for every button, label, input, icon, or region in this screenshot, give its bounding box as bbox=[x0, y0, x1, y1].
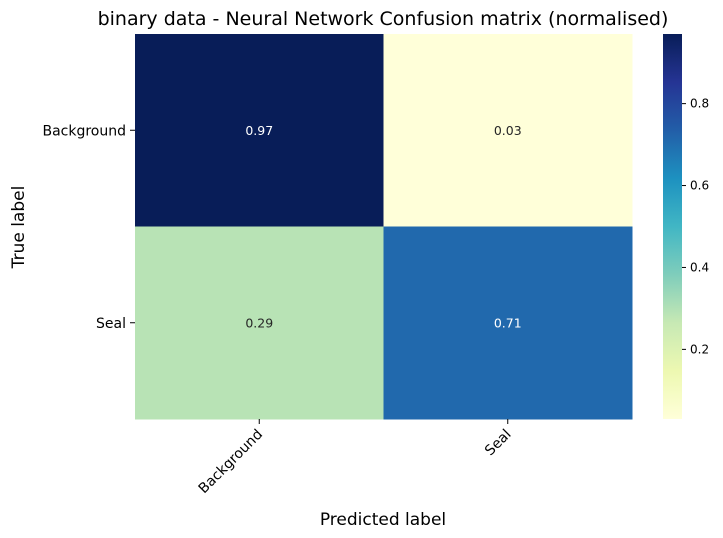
heatmap-cell-label: 0.71 bbox=[494, 315, 522, 330]
y-tick-label: Background bbox=[42, 123, 126, 139]
heatmap-cell bbox=[135, 34, 384, 227]
heatmap-cell bbox=[135, 226, 384, 420]
colorbar-tick-label: 0.2 bbox=[690, 342, 709, 356]
y-axis-ticks: Background Seal bbox=[42, 123, 135, 332]
heatmap-cell-label: 0.29 bbox=[245, 315, 273, 330]
heatmap-cell-label: 0.03 bbox=[494, 123, 522, 138]
x-axis-label: Predicted label bbox=[320, 510, 446, 530]
colorbar-tick-label: 0.6 bbox=[690, 179, 709, 193]
colorbar bbox=[663, 34, 682, 419]
colorbar-tick-label: 0.8 bbox=[690, 97, 709, 111]
heatmap-cell-label: 0.97 bbox=[245, 123, 273, 138]
colorbar-ticks: 0.2 0.4 0.6 0.8 bbox=[682, 97, 709, 356]
y-axis-label: True label bbox=[9, 186, 29, 270]
heatmap-cell bbox=[383, 226, 633, 420]
heatmap-cell bbox=[383, 34, 633, 227]
y-tick-label: Seal bbox=[96, 316, 126, 332]
heatmap-cell-labels: 0.97 0.03 0.29 0.71 bbox=[245, 123, 521, 331]
heatmap-cells bbox=[135, 34, 633, 420]
x-axis-ticks: Background Seal bbox=[196, 419, 515, 497]
chart-title: binary data - Neural Network Confusion m… bbox=[98, 8, 669, 30]
x-tick-label: Background bbox=[196, 427, 266, 497]
colorbar-tick-label: 0.4 bbox=[690, 260, 709, 274]
x-tick-label: Seal bbox=[482, 427, 515, 460]
